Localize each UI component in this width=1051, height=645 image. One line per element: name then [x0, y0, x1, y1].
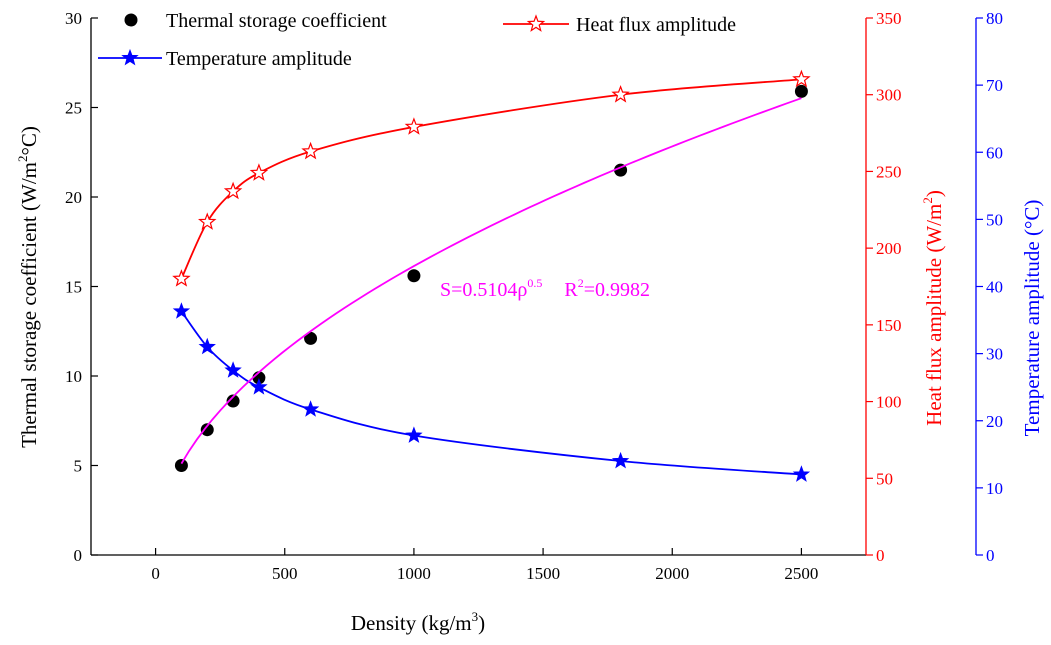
y-left-tick-label: 0 [74, 546, 83, 565]
heat-flux-amplitude-point [404, 117, 424, 135]
y-axis-left-title-tail: °C) [17, 126, 41, 155]
y-right1-tick-label: 0 [876, 546, 885, 565]
fit-r2-exponent: 2 [578, 276, 584, 290]
x-axis-title-main: Density (kg/m [351, 611, 472, 635]
y-right2-tick-label: 70 [986, 76, 1003, 95]
y-left-tick-label: 5 [74, 457, 83, 476]
series-layer [172, 69, 811, 482]
y-axis-right-heat-flux-title: Heat flux amplitude (W/m2) [920, 190, 946, 426]
heat-flux-amplitude-point [792, 69, 811, 88]
thermal-storage-coefficient-point [794, 84, 808, 98]
y-left-tick-label: 15 [65, 278, 82, 297]
legend-item-thermal-storage-coefficient: Thermal storage coefficient [124, 10, 387, 32]
temperature-amplitude-point [198, 337, 216, 355]
x-axis-title: Density (kg/m3) [351, 609, 485, 635]
y-right2-tick-label: 40 [986, 278, 1003, 297]
legend-label-heat-flux-amplitude: Heat flux amplitude [576, 14, 736, 36]
y-axis-right-temperature-title: Temperature amplitude (°C) [1020, 200, 1044, 437]
x-axis-title-sup: 3 [472, 609, 479, 624]
x-tick-label: 1500 [526, 564, 560, 583]
thermal-storage-coefficient-point [407, 269, 421, 283]
y-right2-tick-label: 20 [986, 412, 1003, 431]
y-right1-tick-label: 50 [876, 469, 893, 488]
heat-flux-amplitude-point [223, 181, 243, 200]
temperature-amplitude-point [792, 465, 811, 482]
temperature-amplitude-point [611, 451, 630, 469]
heat-flux-amplitude-point [301, 141, 320, 160]
fit-r2-value: =0.9982 [584, 279, 650, 301]
y-axis-right-heat-flux: 0 50 100 150 200 250 300 350 [865, 9, 902, 565]
y-left-tick-label: 20 [65, 188, 82, 207]
fit-equation-exponent: 0.5 [527, 276, 542, 290]
y-right1-tick-label: 300 [876, 86, 902, 105]
x-tick-label: 2500 [784, 564, 818, 583]
legend-item-temperature-amplitude: Temperature amplitude [98, 48, 352, 70]
temperature-amplitude-point [224, 361, 242, 378]
fit-equation-label: S=0.5104ρ0.5 R2=0.9982 [440, 276, 650, 301]
fit-curve [180, 97, 802, 465]
fit-layer [180, 97, 802, 465]
temperature-amplitude-point [250, 378, 268, 395]
fit-r2-main: R [564, 279, 578, 301]
x-tick-label: 2000 [655, 564, 689, 583]
heat-flux-amplitude-point [249, 163, 269, 181]
temperature-amplitude-line [180, 310, 802, 476]
temperature-amplitude-point [301, 400, 320, 417]
y-right2-tick-label: 30 [986, 345, 1003, 364]
heat-flux-amplitude-point [611, 84, 630, 103]
legend-item-heat-flux-amplitude: Heat flux amplitude [503, 14, 736, 36]
y-right2-tick-label: 50 [986, 210, 1003, 229]
y-right1-tick-label: 350 [876, 9, 902, 28]
x-tick-label: 0 [151, 564, 160, 583]
x-axis-title-tail: ) [478, 611, 485, 635]
thermal-storage-coefficient-point [226, 394, 240, 408]
y-axis-left-title: Thermal storage coefficient (W/m2°C) [15, 126, 41, 448]
heat-flux-amplitude-point [172, 269, 191, 287]
y-axis-right-temperature: 0 10 20 30 40 50 60 70 80 [975, 9, 1003, 565]
y-axis-right-heat-flux-title-sup: 2 [920, 197, 935, 204]
x-tick-label: 500 [272, 564, 298, 583]
y-axis-left: 0 5 10 15 20 25 30 [65, 9, 98, 565]
y-axis-right-heat-flux-title-main: Heat flux amplitude (W/m [922, 204, 946, 426]
y-right1-tick-label: 250 [876, 162, 902, 181]
y-right2-tick-label: 0 [986, 546, 995, 565]
fit-equation-main: S=0.5104ρ [440, 279, 527, 301]
temperature-amplitude-point [405, 426, 423, 443]
y-right2-tick-label: 80 [986, 9, 1003, 28]
y-right1-tick-label: 100 [876, 393, 902, 412]
thermal-storage-coefficient-point [174, 459, 188, 472]
x-axis: 0 500 1000 1500 2000 2500 [151, 548, 818, 583]
y-right2-tick-label: 60 [986, 143, 1003, 162]
heat-flux-amplitude-point [198, 212, 217, 230]
y-right1-tick-label: 200 [876, 239, 902, 258]
y-axis-left-title-main: Thermal storage coefficient (W/m [17, 162, 41, 448]
y-right2-tick-label: 10 [986, 479, 1003, 498]
y-left-tick-label: 10 [65, 367, 82, 386]
legend-label-thermal-storage-coefficient: Thermal storage coefficient [166, 10, 387, 32]
y-axis-right-temperature-title-main: Temperature amplitude (°C) [1020, 200, 1044, 437]
thermal-storage-coefficient-point [200, 423, 214, 437]
legend-marker-heat-flux-amplitude [526, 14, 546, 32]
y-right1-tick-label: 150 [876, 316, 902, 335]
y-left-tick-label: 30 [65, 9, 82, 28]
legend-label-temperature-amplitude: Temperature amplitude [166, 48, 352, 70]
y-left-tick-label: 25 [65, 99, 82, 118]
y-axis-left-title-sup: 2 [15, 156, 30, 163]
legend-marker-thermal-storage-coefficient [124, 13, 138, 27]
legend: Thermal storage coefficient Heat flux amp… [98, 10, 736, 70]
temperature-amplitude-point [172, 302, 191, 319]
legend-marker-temperature-amplitude [121, 48, 139, 66]
heat-flux-amplitude-line [180, 78, 802, 280]
thermal-storage-coefficient-point [304, 331, 318, 345]
x-tick-label: 1000 [397, 564, 431, 583]
y-axis-right-heat-flux-title-tail: ) [922, 190, 946, 197]
